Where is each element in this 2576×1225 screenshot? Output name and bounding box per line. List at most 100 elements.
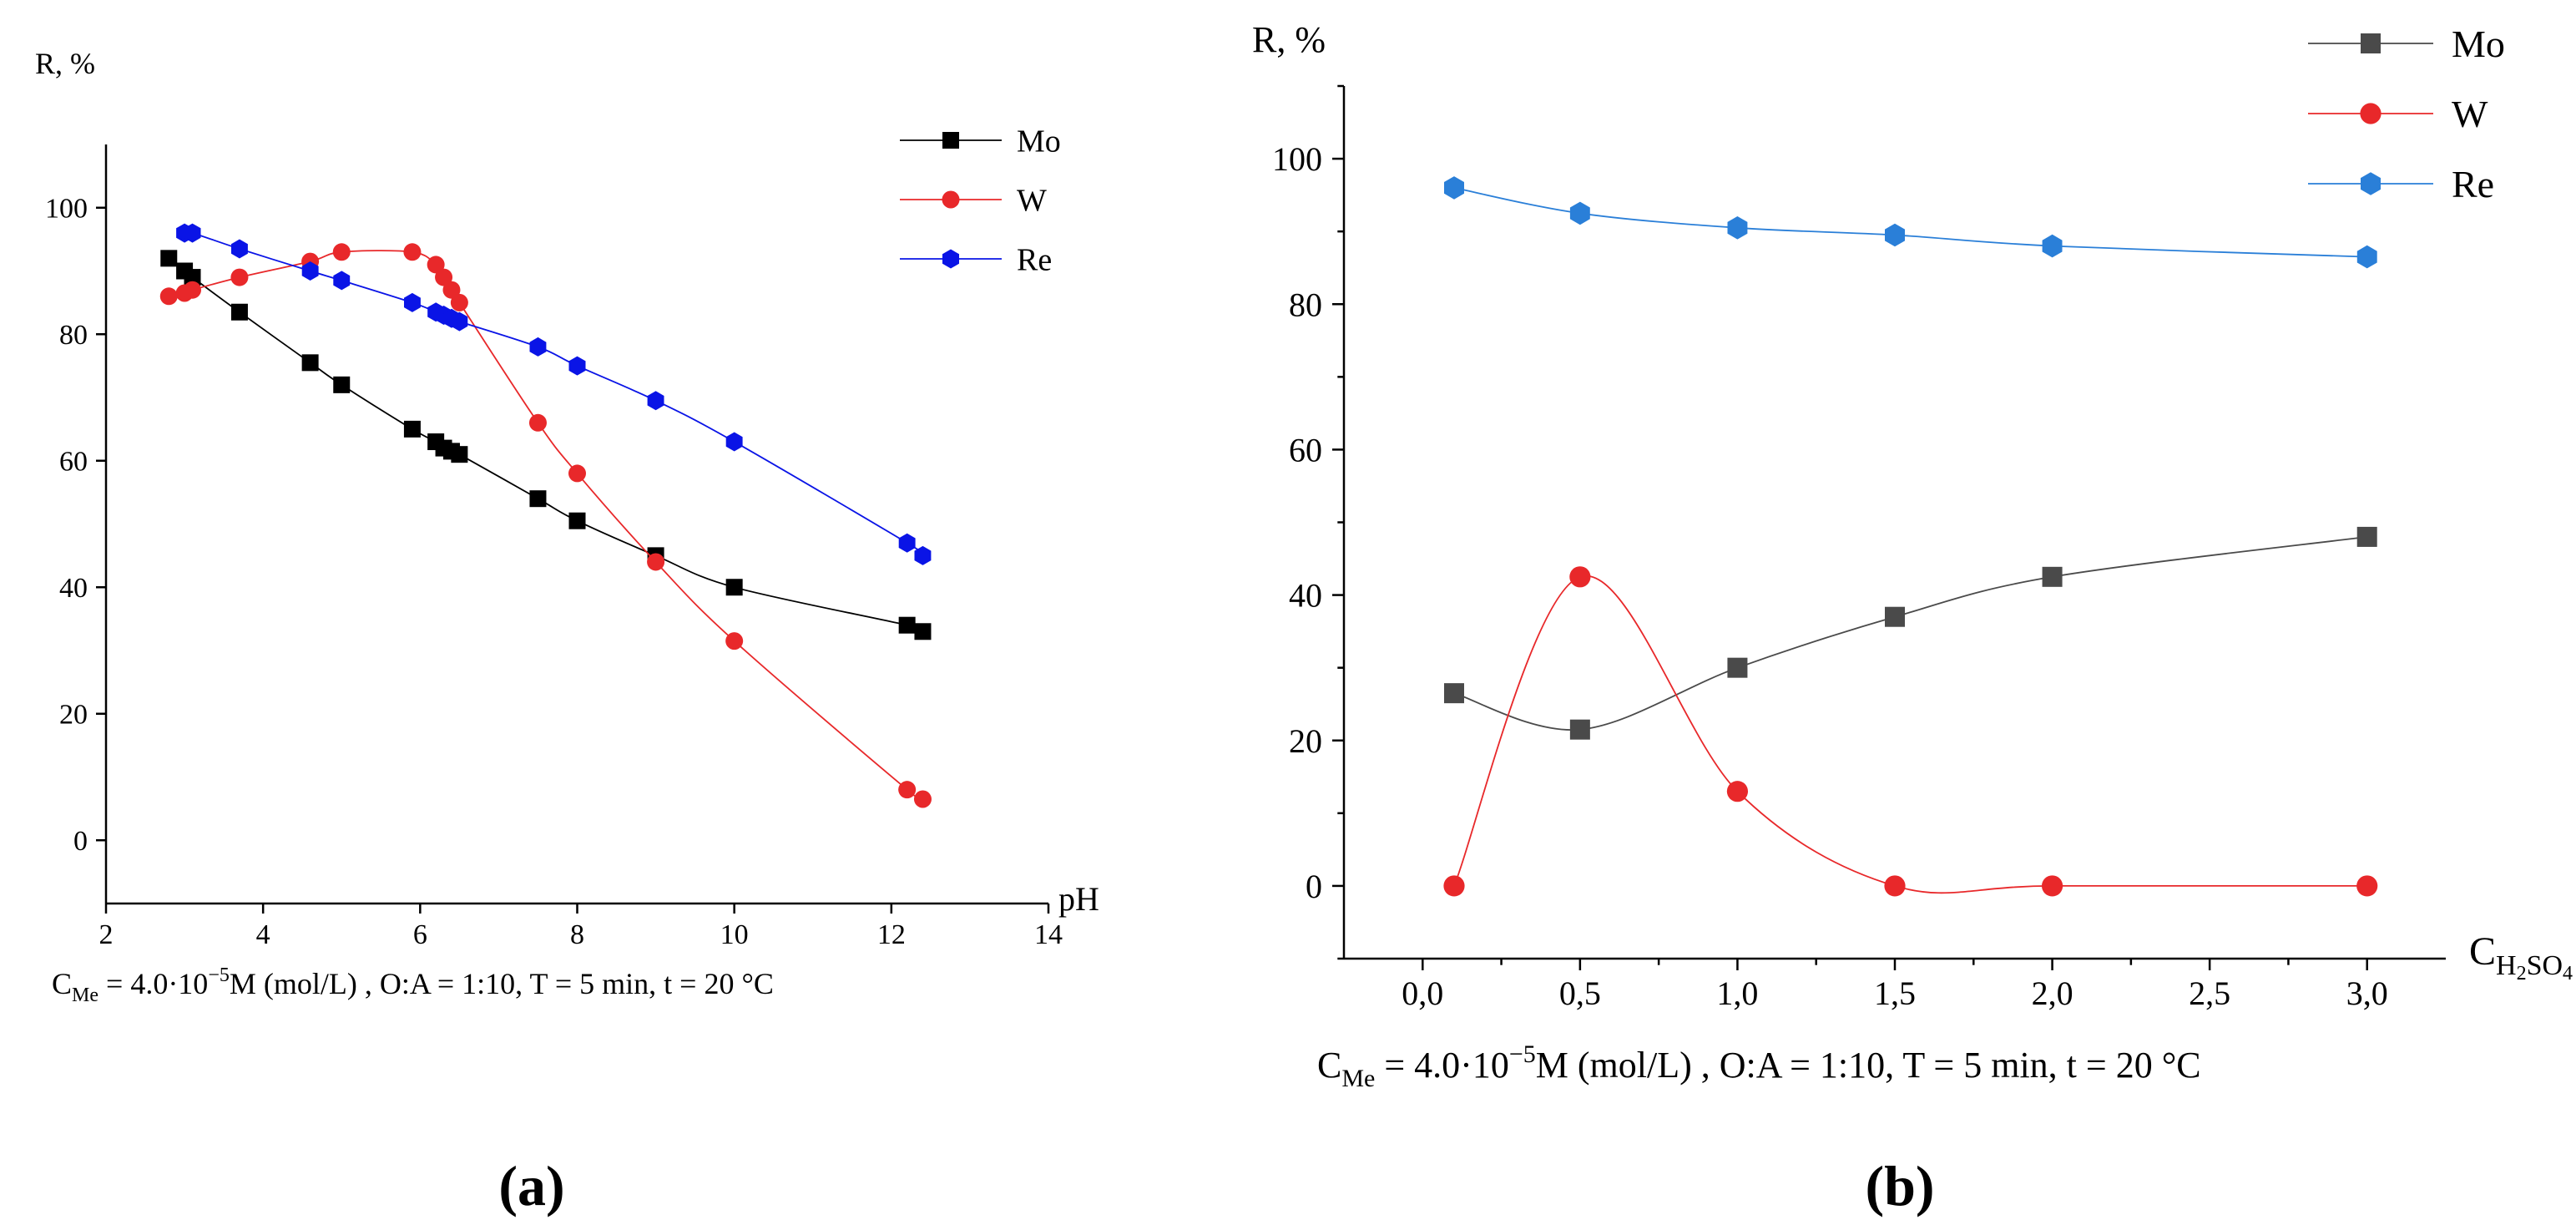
panel-a-conditions-mid: = 4.0·10 xyxy=(98,967,208,1000)
panel-a-legend-marker-w xyxy=(942,190,960,209)
panel-b-x-label-h: H xyxy=(2496,950,2517,981)
panel-a-legend-item-mo: Mo xyxy=(900,124,1061,159)
panel-a-x-tick-label: 2 xyxy=(99,919,114,950)
panel-a-conditions: CMe = 4.0·10−5M (mol/L) , O:A = 1:10, T … xyxy=(52,964,774,1006)
panel-b-series-w xyxy=(1443,566,2378,897)
panel-a-y-tick-label: 0 xyxy=(73,826,88,857)
panel-a-data-point-w xyxy=(435,268,453,286)
panel-b-data-point-re xyxy=(1885,223,1905,247)
panel-b-axes: 0,0 0,5 1,0 1,5 2,0 2,5 3,0 0 20 40 60 80 100 xyxy=(1272,84,2446,1012)
panel-b-x-label-4: 4 xyxy=(2563,963,2573,985)
panel-b-data-point-w xyxy=(1884,875,1906,897)
panel-b-data-point-mo xyxy=(1885,606,1905,627)
chart-panel-b: 0,0 0,5 1,0 1,5 2,0 2,5 3,0 0 20 40 60 80 100 R, % C… xyxy=(1252,19,2573,1217)
panel-a-data-point-re xyxy=(333,271,351,291)
panel-b-series-re xyxy=(1444,176,2377,269)
panel-a-data-point-re xyxy=(451,311,468,332)
panel-b-data-point-mo xyxy=(2042,566,2063,587)
panel-b-legend-label: Mo xyxy=(2452,23,2505,65)
panel-a-data-point-mo xyxy=(230,303,248,321)
panel-a-data-point-re xyxy=(914,545,932,565)
panel-a-legend-marker-re xyxy=(942,249,959,269)
panel-a-x-tick-label: 8 xyxy=(570,919,584,950)
panel-a-data-point-w xyxy=(442,281,461,299)
panel-b-data-point-re xyxy=(1569,201,1590,225)
panel-a-series-line-w xyxy=(169,250,927,805)
panel-b-series xyxy=(1443,176,2378,897)
panel-a-caption: (a) xyxy=(498,1154,564,1217)
panel-b-series-line-w xyxy=(1453,575,2367,894)
panel-b-legend-item-mo: Mo xyxy=(2308,23,2505,65)
panel-a-legend: Mo W Re xyxy=(900,124,1061,277)
panel-a-y-axis-label: R, % xyxy=(35,47,95,80)
panel-a-legend-label: Mo xyxy=(1017,124,1061,159)
panel-b-legend-marker-mo xyxy=(2361,33,2381,53)
panel-b-x-label-so: SO xyxy=(2527,950,2563,981)
panel-b-data-point-re xyxy=(1444,176,1464,200)
panel-a-x-axis-label: pH xyxy=(1058,880,1099,918)
panel-a-x-tick-label: 4 xyxy=(256,919,270,950)
panel-a-conditions-c: C xyxy=(52,967,72,1000)
panel-a-legend-label: W xyxy=(1017,183,1047,218)
panel-a-legend-label: Re xyxy=(1017,242,1052,277)
panel-a-y-tick-label: 100 xyxy=(45,194,88,225)
panel-a-data-point-w xyxy=(159,287,178,306)
panel-a-data-point-re xyxy=(184,223,201,243)
panel-b-conditions-sub: Me xyxy=(1341,1065,1375,1092)
panel-a-data-point-re xyxy=(529,337,547,357)
panel-a-data-point-re xyxy=(725,432,743,452)
panel-b-x-label-2: 2 xyxy=(2517,963,2527,985)
panel-b-y-tick-label: 40 xyxy=(1289,577,1322,615)
panel-b-x-tick-label: 2,0 xyxy=(2032,974,2073,1012)
panel-b-data-point-mo xyxy=(2356,526,2377,547)
panel-b-x-tick-label: 2,5 xyxy=(2189,974,2230,1012)
panel-b-conditions-rest: M (mol/L) , O:A = 1:10, T = 5 min, t = 2… xyxy=(1536,1045,2201,1086)
panel-a-axes: 2 4 6 8 10 12 14 0 20 40 60 80 100 xyxy=(45,144,1063,950)
panel-b-x-tick-label: 1,0 xyxy=(1716,974,1758,1012)
panel-a-y-tick-label: 80 xyxy=(59,320,88,351)
panel-a-data-point-mo xyxy=(160,250,178,267)
panel-b-series-line-re xyxy=(1453,187,2367,258)
panel-b-x-axis-label: CH2SO4 xyxy=(2469,929,2573,985)
panel-b-legend-label: W xyxy=(2452,93,2488,135)
panel-a-data-point-mo xyxy=(333,376,351,393)
panel-a-data-point-mo xyxy=(529,490,547,508)
panel-a-data-point-w xyxy=(913,790,932,808)
panel-b-conditions: CMe = 4.0·10−5M (mol/L) , O:A = 1:10, T … xyxy=(1317,1040,2201,1092)
panel-b-data-point-re xyxy=(1727,216,1748,240)
panel-b-y-axis-label: R, % xyxy=(1252,19,1326,60)
panel-a-x-tick-label: 6 xyxy=(413,919,427,950)
panel-a-conditions-rest: M (mol/L) , O:A = 1:10, T = 5 min, t = 2… xyxy=(230,967,774,1000)
panel-a-series xyxy=(159,223,932,808)
panel-a-data-point-w xyxy=(403,243,422,261)
chart-panel-a: 2 4 6 8 10 12 14 0 20 40 60 80 100 R, % pH Mo W Re CMe… xyxy=(35,47,1099,1217)
panel-a-data-point-w xyxy=(230,268,249,286)
panel-b-x-label-c: C xyxy=(2469,929,2496,974)
panel-a-data-point-re xyxy=(404,292,421,312)
panel-a-data-point-w xyxy=(725,632,744,650)
panel-b-x-tick-label: 0,0 xyxy=(1402,974,1443,1012)
panel-a-data-point-w xyxy=(647,553,665,571)
panel-a-series-w xyxy=(159,243,932,808)
panel-a-y-tick-label: 20 xyxy=(59,700,88,731)
panel-b-legend: Mo W Re xyxy=(2308,23,2505,205)
panel-b-data-point-w xyxy=(1569,566,1591,588)
panel-a-data-point-mo xyxy=(301,354,319,372)
panel-a-data-point-w xyxy=(183,281,201,299)
panel-a-data-point-w xyxy=(332,243,351,261)
panel-a-series-line-re xyxy=(184,230,927,557)
panel-a-data-point-mo xyxy=(914,623,932,640)
panel-b-data-point-w xyxy=(1726,781,1749,802)
panel-b-caption: (b) xyxy=(1865,1154,1934,1217)
panel-a-legend-item-w: W xyxy=(900,183,1047,218)
panel-b-data-point-w xyxy=(1443,875,1465,897)
panel-a-data-point-w xyxy=(898,781,917,799)
panel-a-data-point-mo xyxy=(403,420,421,438)
panel-b-conditions-c: C xyxy=(1317,1045,1341,1086)
panel-b-y-tick-label: 0 xyxy=(1306,868,1322,905)
panel-b-series-line-mo xyxy=(1453,536,2367,731)
panel-a-data-point-re xyxy=(568,356,586,376)
panel-a-data-point-mo xyxy=(184,269,201,286)
panel-b-x-tick-label: 0,5 xyxy=(1559,974,1601,1012)
panel-b-legend-item-re: Re xyxy=(2308,163,2494,205)
